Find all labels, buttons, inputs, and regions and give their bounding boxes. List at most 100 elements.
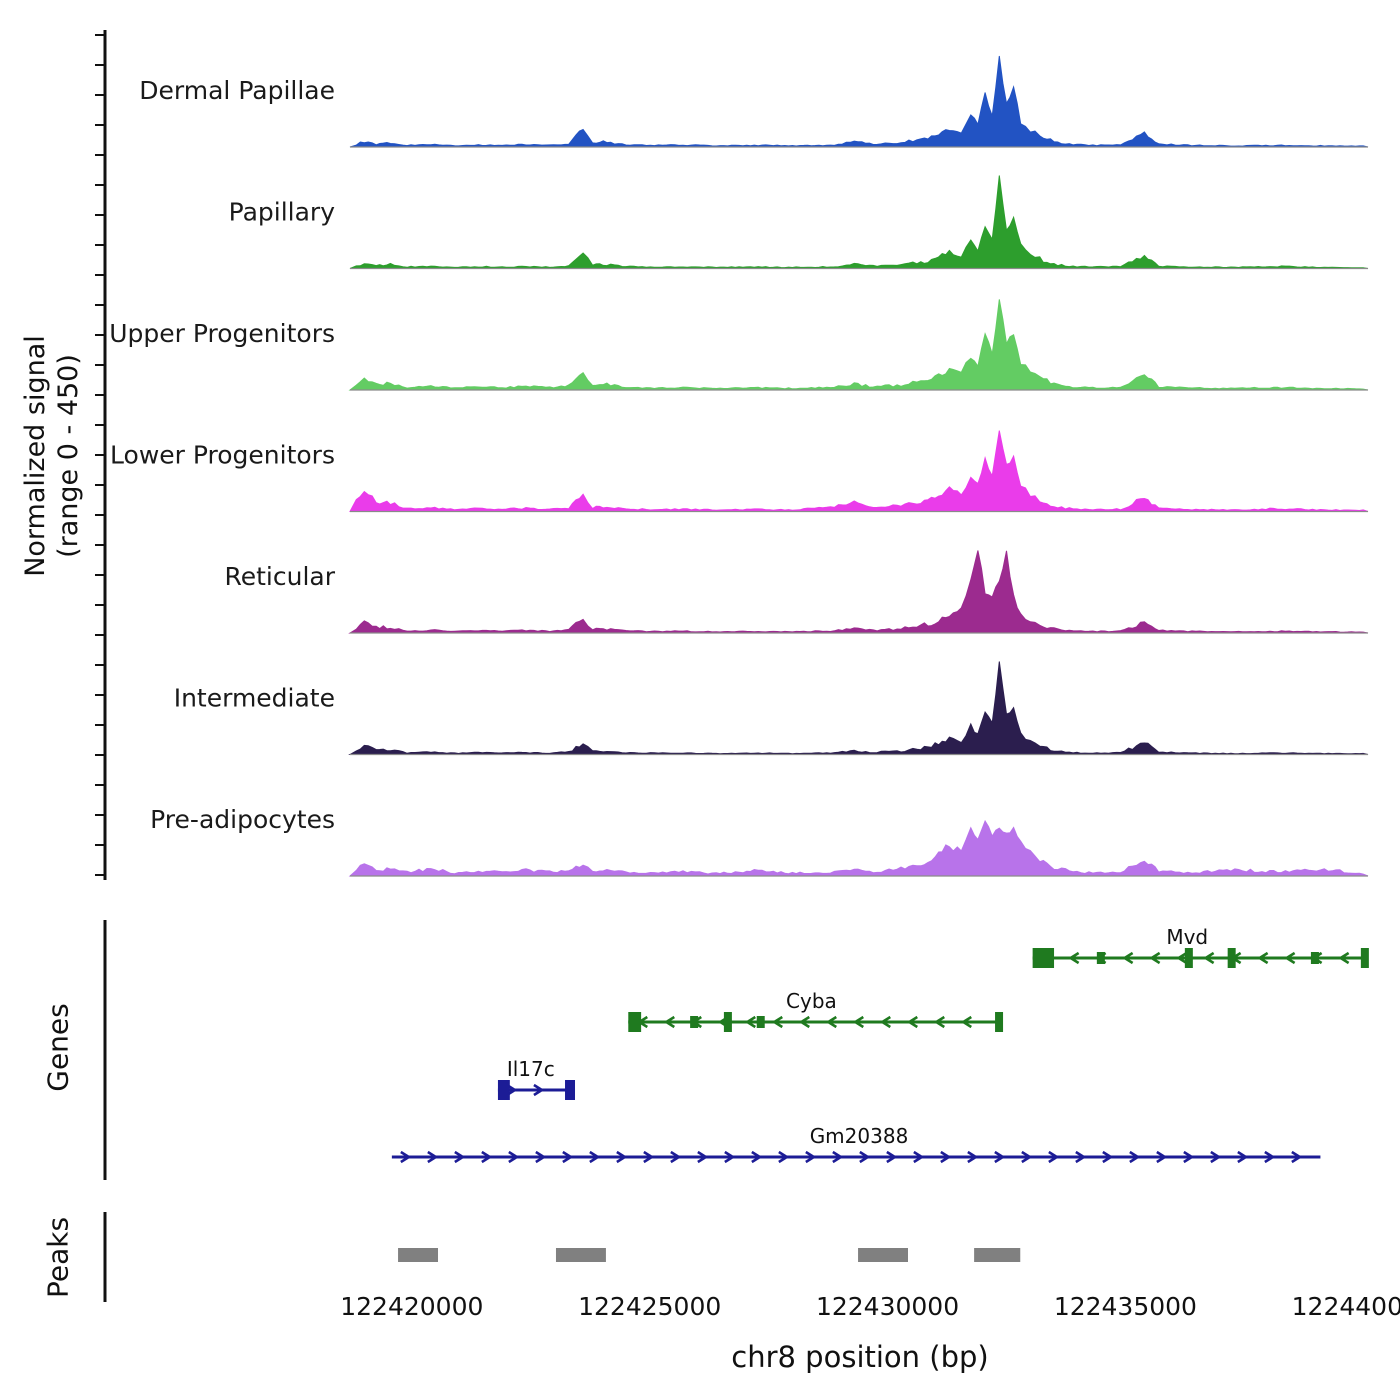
strand-arrow-icon: [933, 1015, 945, 1029]
strand-arrow-icon: [1102, 1150, 1114, 1164]
strand-arrow-icon: [879, 1015, 891, 1029]
strand-arrow-icon: [508, 1150, 520, 1164]
strand-arrow-icon: [805, 1150, 817, 1164]
strand-arrow-icon: [1075, 1150, 1087, 1164]
strand-arrow-icon: [400, 1150, 412, 1164]
signal-area: [349, 175, 1369, 269]
strand-arrow-icon: [1183, 1150, 1195, 1164]
gene-mvd: Mvd: [1032, 925, 1369, 968]
track-label: Pre-adipocytes: [150, 805, 335, 834]
strand-arrow-icon: [859, 1150, 871, 1164]
strand-arrow-icon: [616, 1150, 628, 1164]
strand-arrow-icon: [798, 1015, 810, 1029]
gene-exon: [690, 1016, 699, 1028]
strand-arrow-icon: [562, 1150, 574, 1164]
strand-arrow-icon: [906, 1015, 918, 1029]
x-axis: 122420000 122425000 122430000 122435000 1224…: [340, 1292, 1400, 1321]
signal-track-upper-progenitors: Upper Progenitors: [109, 299, 1369, 391]
gene-exon: [628, 1012, 642, 1032]
gene-label: Mvd: [1166, 925, 1208, 949]
strand-arrow-icon: [744, 1015, 756, 1029]
strand-arrow-icon: [670, 1150, 682, 1164]
strand-arrow-icon: [771, 1015, 783, 1029]
x-axis-tick-label: 122430000: [816, 1292, 959, 1321]
x-axis-tick-label: 122435000: [1054, 1292, 1197, 1321]
strand-arrow-icon: [589, 1150, 601, 1164]
track-label: Papillary: [229, 198, 336, 227]
strand-arrow-icon: [663, 1015, 675, 1029]
signal-track-lower-progenitors: Lower Progenitors: [110, 430, 1369, 513]
gene-il17c: Il17c: [497, 1057, 576, 1100]
strand-arrow-icon: [1284, 951, 1296, 965]
strand-arrow-icon: [913, 1150, 925, 1164]
strand-arrow-icon: [886, 1150, 898, 1164]
strand-arrow-icon: [1149, 951, 1161, 965]
gene-exon: [1032, 948, 1055, 968]
signal-track-intermediate: Intermediate: [174, 661, 1369, 756]
x-axis-tick-label: 122425000: [578, 1292, 721, 1321]
strand-arrow-icon: [1237, 1150, 1249, 1164]
x-axis-label: chr8 position (bp): [731, 1340, 989, 1374]
strand-arrow-icon: [1129, 1150, 1141, 1164]
gene-gm20388: Gm20388: [391, 1124, 1321, 1164]
signal-area: [349, 55, 1369, 148]
gene-cyba: Cyba: [628, 989, 1004, 1032]
strand-arrow-icon: [1176, 951, 1188, 965]
strand-arrow-icon: [825, 1015, 837, 1029]
strand-arrow-icon: [533, 1083, 545, 1097]
strand-arrow-icon: [940, 1150, 952, 1164]
track-label: Intermediate: [174, 684, 335, 713]
strand-arrow-icon: [1338, 951, 1350, 965]
peaks-track: [398, 1248, 1021, 1262]
strand-arrow-icon: [778, 1150, 790, 1164]
signal-area: [348, 299, 1369, 391]
gene-exon: [565, 1080, 576, 1100]
gene-exon: [723, 1012, 732, 1032]
strand-arrow-icon: [697, 1150, 709, 1164]
strand-arrow-icon: [535, 1150, 547, 1164]
gene-exon: [1096, 952, 1105, 964]
strand-arrow-icon: [1021, 1150, 1033, 1164]
strand-arrow-icon: [481, 1150, 493, 1164]
signal-area: [348, 819, 1369, 877]
strand-arrow-icon: [1264, 1150, 1276, 1164]
signal-area: [348, 661, 1369, 755]
signal-track-pre-adipocytes: Pre-adipocytes: [150, 805, 1369, 877]
track-label: Lower Progenitors: [110, 441, 335, 470]
x-axis-tick-label: 122420000: [340, 1292, 483, 1321]
gene-exon: [995, 1012, 1004, 1032]
genes-section-label: Genes: [41, 1003, 75, 1092]
gene-exon: [756, 1016, 765, 1028]
gene-label: Cyba: [786, 989, 837, 1013]
signal-area: [349, 430, 1369, 512]
x-axis-tick-label: 122440000: [1292, 1292, 1400, 1321]
strand-arrow-icon: [1291, 1150, 1303, 1164]
strand-arrow-icon: [1122, 951, 1134, 965]
strand-arrow-icon: [1203, 951, 1215, 965]
signal-track-reticular: Reticular: [224, 550, 1369, 634]
axis-lines: [95, 30, 107, 1302]
peaks-section-label: Peaks: [41, 1216, 75, 1299]
strand-arrow-icon: [1156, 1150, 1168, 1164]
strand-arrow-icon: [427, 1150, 439, 1164]
peak-region: [555, 1248, 606, 1262]
peak-region: [974, 1248, 1021, 1262]
strand-arrow-icon: [724, 1150, 736, 1164]
y-axis-label-line1: Normalized signal: [20, 335, 51, 577]
strand-arrow-icon: [832, 1150, 844, 1164]
track-label: Reticular: [224, 562, 335, 591]
strand-arrow-icon: [852, 1015, 864, 1029]
y-axis-label: Normalized signal (range 0 - 450): [19, 246, 85, 666]
signal-area: [348, 550, 1369, 634]
strand-arrow-icon: [643, 1150, 655, 1164]
gene-exon: [1184, 948, 1193, 968]
gene-exon: [497, 1080, 510, 1100]
strand-arrow-icon: [994, 1150, 1006, 1164]
strand-arrow-icon: [1048, 1150, 1060, 1164]
gene-exon: [1227, 948, 1236, 968]
gene-label: Gm20388: [810, 1124, 909, 1148]
strand-arrow-icon: [1210, 1150, 1222, 1164]
strand-arrow-icon: [751, 1150, 763, 1164]
